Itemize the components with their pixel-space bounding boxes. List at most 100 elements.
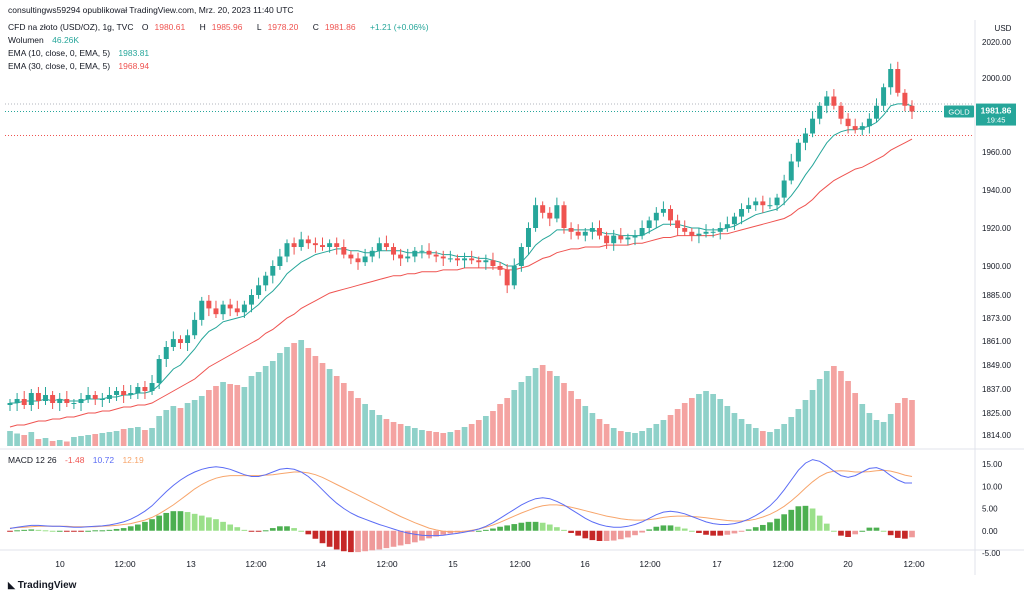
candle-body (831, 96, 837, 106)
volume-bar (213, 386, 219, 446)
macd-histogram-bar (546, 524, 553, 531)
currency-label: USD (995, 24, 1012, 33)
volume-bar (546, 371, 553, 446)
candle-body (85, 395, 91, 399)
candle-body (469, 258, 475, 261)
macd-histogram-bar (71, 530, 77, 532)
macd-histogram-bar (326, 530, 333, 547)
symbol-legend[interactable]: CFD na złoto (USD/OZ), 1g, TVC O 1980.61 … (8, 22, 429, 32)
macd-hist-value: -1.48 (65, 455, 85, 465)
candle-body (582, 231, 588, 236)
macd-histogram-bar (56, 530, 63, 532)
macd-histogram-bar (277, 526, 283, 531)
macd-histogram-bar (433, 530, 439, 537)
candle-body (419, 250, 425, 252)
volume-bar (255, 372, 262, 446)
time-tick-label: 15 (448, 559, 458, 569)
macd-histogram-bar (35, 529, 42, 531)
tradingview-icon: ◣ (8, 580, 15, 590)
tradingview-logo[interactable]: ◣ TradingView (8, 580, 76, 591)
low-value: 1978.20 (267, 22, 299, 32)
macd-histogram-bar (355, 530, 361, 553)
volume-bar (390, 422, 397, 446)
macd-histogram-bar (184, 512, 191, 531)
candle-body (149, 383, 155, 391)
macd-histogram-bar (404, 530, 411, 545)
time-tick-label: 12:00 (245, 559, 267, 569)
candle-body (547, 212, 553, 219)
candle-body (639, 228, 645, 236)
volume-bar (42, 438, 49, 446)
macd-histogram-bar (85, 530, 91, 532)
macd-histogram-bar (127, 526, 134, 531)
macd-histogram-bar (852, 530, 859, 535)
candle-body (682, 228, 688, 232)
candle-body (440, 256, 446, 259)
ema10-legend[interactable]: EMA (10, close, 0, EMA, 5) 1983.81 (8, 48, 155, 58)
macd-histogram-bar (120, 528, 127, 531)
macd-histogram-bar (475, 530, 482, 532)
volume-bar (149, 428, 155, 446)
candle-body (447, 258, 453, 260)
volume-bar (674, 409, 681, 446)
macd-histogram-bar (745, 529, 752, 531)
volume-bar (369, 410, 376, 446)
candle-body (369, 250, 375, 257)
volume-bar (106, 432, 113, 446)
macd-histogram-bar (390, 530, 397, 547)
macd-histogram-bar (880, 530, 887, 532)
macd-histogram-bar (667, 525, 674, 531)
volume-bar (206, 390, 212, 446)
macd-histogram-bar (660, 525, 667, 531)
volume-bar (582, 406, 589, 446)
macd-histogram-bar (383, 530, 390, 549)
volume-bar (277, 353, 283, 446)
candle-body (866, 118, 872, 127)
candle-body (760, 201, 766, 206)
candle-body (859, 126, 865, 130)
macd-histogram-bar (177, 511, 184, 531)
macd-histogram-bar (7, 530, 13, 532)
macd-histogram-bar (568, 530, 574, 533)
macd-histogram-bar (99, 530, 106, 532)
volume-bar (774, 429, 780, 446)
volume-bar (284, 347, 290, 446)
macd-line-value: 10.72 (92, 455, 115, 465)
volume-bar (426, 431, 432, 446)
volume-bar (7, 431, 13, 446)
macd-histogram-bar (681, 528, 688, 531)
volume-bar (184, 403, 191, 446)
candle-body (632, 235, 638, 238)
close-value: 1981.86 (324, 22, 356, 32)
volume-bar (887, 414, 894, 446)
volume-bar (419, 430, 425, 446)
attribution-line: consultingws59294 opublikował TradingVie… (8, 5, 294, 15)
volume-bar (902, 398, 908, 446)
volume-bar (113, 431, 120, 446)
volume-bar (767, 432, 773, 446)
candle-body (291, 243, 297, 247)
volume-bar (596, 419, 603, 446)
candle-body (909, 105, 915, 112)
candle-body (525, 228, 531, 247)
candle-body (362, 256, 368, 263)
candle-body (703, 231, 709, 234)
macd-histogram-bar (518, 522, 525, 531)
price-badge-countdown: 19:45 (987, 116, 1006, 125)
macd-legend[interactable]: MACD 12 26 -1.48 10.72 12.19 (8, 455, 150, 465)
volume-bar (312, 356, 319, 446)
candle-body (653, 212, 659, 221)
symbol-name[interactable]: CFD na złoto (USD/OZ), 1g, TVC (8, 22, 134, 32)
macd-histogram-bar (823, 523, 830, 531)
volume-legend[interactable]: Wolumen 46.26K (8, 35, 85, 45)
macd-histogram-bar (625, 530, 631, 538)
volume-bar (561, 383, 567, 446)
macd-histogram-bar (298, 530, 305, 532)
volume-bar (873, 420, 880, 446)
candle-body (675, 220, 681, 228)
macd-histogram-bar (774, 518, 780, 531)
macd-histogram-bar (802, 505, 809, 531)
ema30-legend[interactable]: EMA (30, close, 0, EMA, 5) 1968.94 (8, 61, 155, 71)
